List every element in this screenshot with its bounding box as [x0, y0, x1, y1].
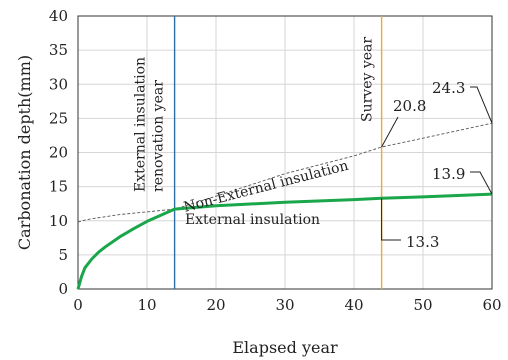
y-tick-label-5: 5	[58, 246, 68, 264]
value-leader-13.9	[470, 171, 493, 195]
survey-year-label: Survey year	[360, 37, 376, 122]
y-tick-label-20: 20	[49, 144, 68, 162]
value-label-13.3: 13.3	[406, 233, 439, 251]
x-tick-label-10: 10	[137, 296, 156, 314]
y-tick-label-15: 15	[49, 178, 68, 196]
tick-labels: 0 10 20 30 40 50 60 0 5 10 15 20 25 30 35 40	[49, 7, 502, 314]
external-insulation-line	[76, 192, 493, 290]
external-insulation-label: External insulation	[185, 212, 320, 228]
y-tick-label-25: 25	[49, 109, 68, 127]
y-tick-label-40: 40	[49, 7, 68, 25]
x-tick-label-20: 20	[206, 296, 225, 314]
value-label-24.3: 24.3	[432, 79, 465, 97]
value-leader-13.3	[381, 198, 401, 241]
y-tick-label-0: 0	[58, 280, 68, 298]
y-tick-label-30: 30	[49, 75, 68, 93]
x-tick-label-30: 30	[275, 296, 294, 314]
series-layer	[76, 122, 493, 290]
y-tick-label-35: 35	[49, 41, 68, 59]
y-axis-title: Carbonation depth(mm)	[15, 55, 34, 250]
x-axis-title: Elapsed year	[232, 338, 338, 357]
value-label-20.8: 20.8	[393, 97, 426, 115]
value-leader-20.8	[381, 116, 399, 148]
plot-frame	[77, 15, 493, 290]
reference-lines	[173, 16, 383, 289]
grid	[77, 15, 493, 290]
x-tick-label-0: 0	[73, 296, 83, 314]
x-tick-label-40: 40	[344, 296, 363, 314]
value-label-13.9: 13.9	[432, 165, 465, 183]
value-leader-24.3	[470, 86, 493, 124]
value-labels: 24.3 20.8 13.9 13.3	[381, 79, 493, 251]
x-tick-label-50: 50	[413, 296, 432, 314]
x-tick-label-60: 60	[482, 296, 501, 314]
y-tick-label-10: 10	[49, 212, 68, 230]
renovation-year-label: External insulation renovation year	[133, 57, 167, 192]
